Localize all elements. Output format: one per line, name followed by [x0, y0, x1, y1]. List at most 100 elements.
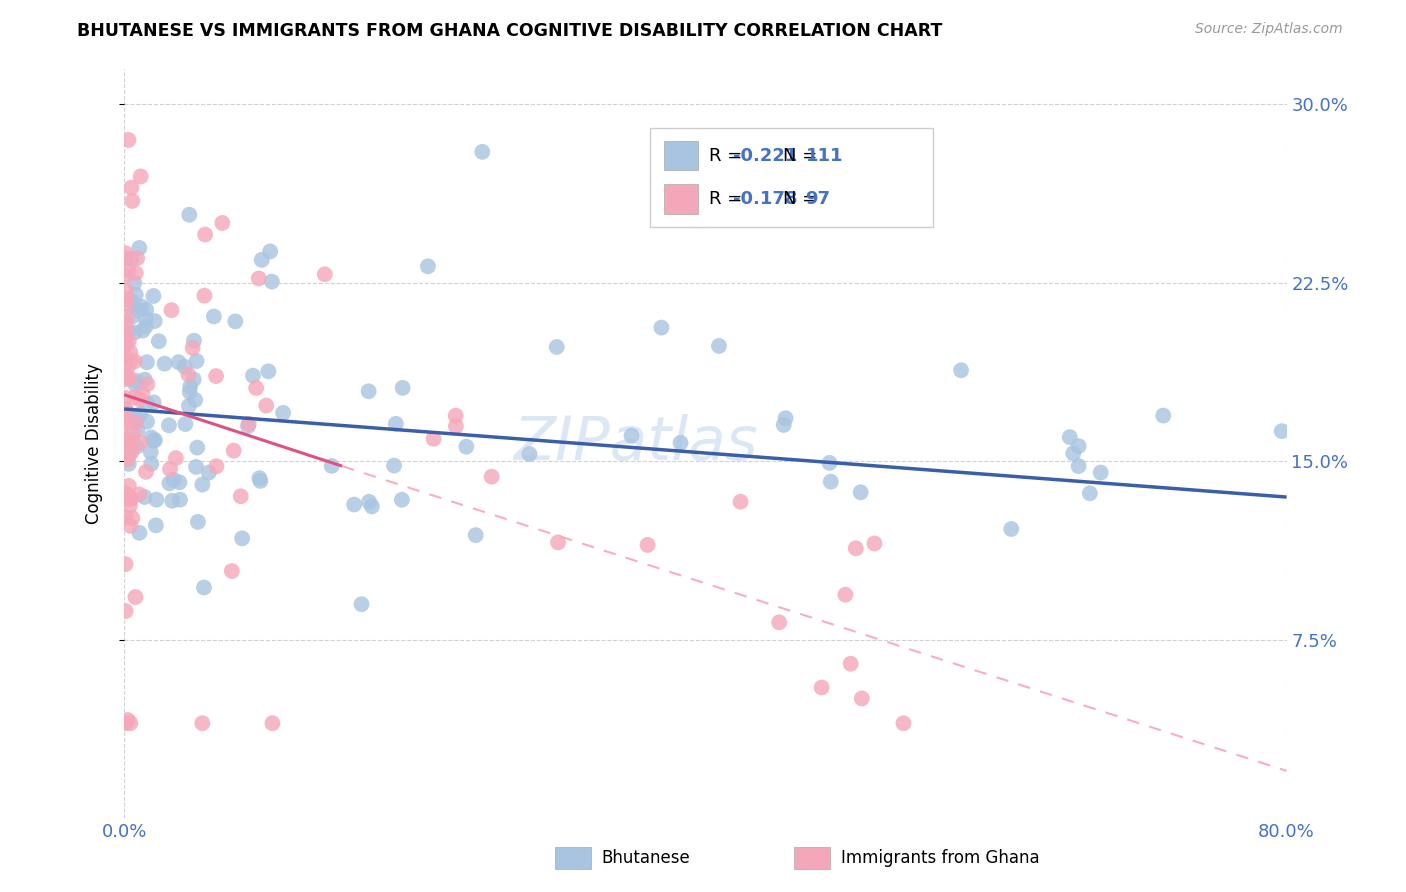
Point [120, 491, 142, 505]
Point [637, 538, 659, 552]
Point [768, 615, 790, 630]
Point [114, 401, 136, 416]
Point [142, 289, 165, 303]
Point [122, 426, 145, 441]
Point [845, 541, 868, 556]
Point [184, 459, 207, 474]
Text: N =: N = [783, 190, 823, 209]
Text: R =: R = [709, 190, 748, 209]
Point [191, 716, 214, 731]
Point [145, 518, 167, 533]
Point [120, 345, 142, 359]
Point [131, 300, 153, 314]
Point [350, 597, 373, 611]
Point [1059, 430, 1081, 444]
Point [148, 334, 170, 349]
Point [620, 428, 643, 442]
Point [134, 373, 156, 387]
Y-axis label: Cognitive Disability: Cognitive Disability [86, 363, 103, 524]
Point [177, 368, 200, 382]
Point [121, 295, 143, 310]
Point [546, 340, 568, 354]
Point [120, 445, 142, 459]
Point [142, 434, 165, 448]
Point [205, 369, 228, 384]
Point [115, 391, 138, 405]
Point [167, 355, 190, 369]
Point [177, 399, 200, 413]
Point [135, 302, 157, 317]
Point [136, 377, 159, 392]
Point [125, 411, 148, 425]
Point [157, 476, 180, 491]
Point [481, 469, 503, 483]
Point [117, 713, 139, 727]
Point [124, 354, 146, 368]
Point [118, 371, 141, 385]
Point [257, 364, 280, 378]
Point [120, 180, 142, 194]
Point [191, 477, 214, 491]
Point [115, 310, 138, 324]
Point [385, 417, 408, 431]
Point [249, 471, 271, 485]
Point [135, 355, 157, 369]
Point [730, 494, 752, 508]
Point [187, 515, 209, 529]
Point [124, 276, 146, 290]
Point [117, 415, 139, 429]
Point [1090, 466, 1112, 480]
Point [128, 525, 150, 540]
Point [357, 384, 380, 399]
Point [179, 384, 201, 399]
Text: 111: 111 [806, 146, 844, 164]
Point [127, 423, 149, 437]
Point [114, 326, 136, 341]
Point [115, 292, 138, 306]
Point [125, 416, 148, 430]
Point [117, 325, 139, 339]
Point [114, 432, 136, 446]
Point [114, 716, 136, 731]
Point [242, 368, 264, 383]
Point [114, 318, 136, 332]
Point [1078, 486, 1101, 500]
Point [131, 387, 153, 401]
Text: -0.178: -0.178 [734, 190, 797, 209]
Point [174, 417, 197, 431]
Point [183, 372, 205, 386]
Point [444, 419, 467, 434]
Point [128, 241, 150, 255]
Point [238, 417, 260, 431]
Point [128, 303, 150, 318]
Point [262, 716, 284, 731]
Point [115, 252, 138, 266]
Point [142, 395, 165, 409]
Point [162, 473, 184, 487]
Point [193, 288, 215, 302]
Point [249, 474, 271, 488]
Point [184, 392, 207, 407]
Point [707, 339, 730, 353]
Text: BHUTANESE VS IMMIGRANTS FROM GHANA COGNITIVE DISABILITY CORRELATION CHART: BHUTANESE VS IMMIGRANTS FROM GHANA COGNI… [77, 22, 942, 40]
Point [135, 319, 157, 334]
Point [121, 511, 143, 525]
Point [1271, 424, 1294, 438]
Point [391, 381, 413, 395]
Point [775, 411, 797, 425]
Point [222, 443, 245, 458]
Point [115, 297, 138, 311]
Point [129, 408, 152, 422]
Point [202, 310, 225, 324]
Point [114, 510, 136, 524]
Point [382, 458, 405, 473]
Point [1067, 439, 1090, 453]
Point [114, 403, 136, 417]
Point [141, 457, 163, 471]
Point [422, 432, 444, 446]
Point [114, 368, 136, 383]
Point [120, 252, 142, 266]
Point [851, 691, 873, 706]
Point [669, 435, 692, 450]
Text: Source: ZipAtlas.com: Source: ZipAtlas.com [1195, 22, 1343, 37]
